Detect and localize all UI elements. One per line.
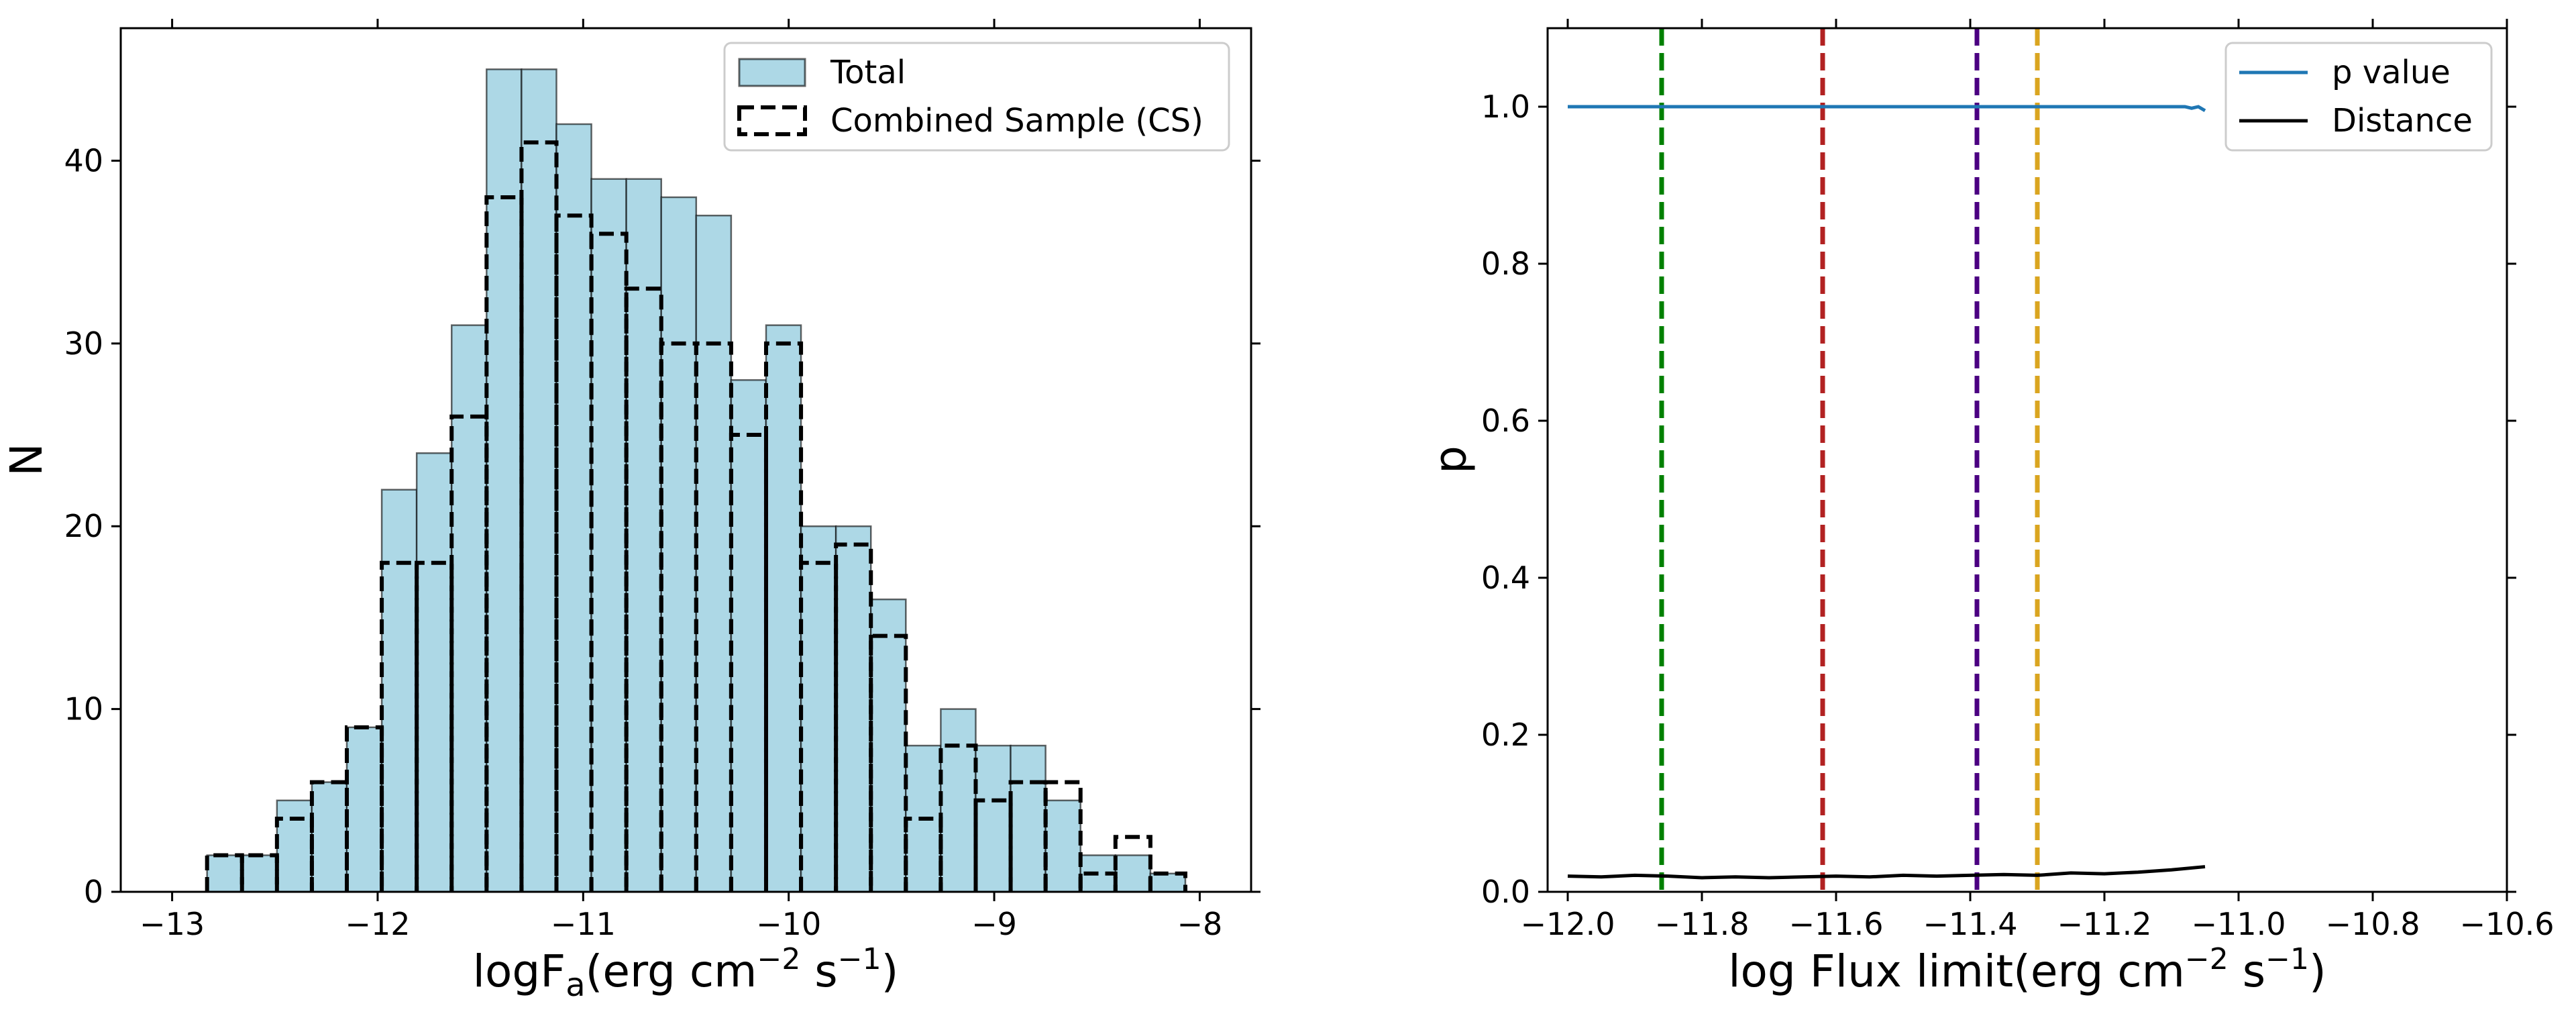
total-bar [695, 214, 733, 893]
total-bar [206, 854, 244, 893]
combined-sample-bar [1078, 871, 1118, 892]
combined-sample-bar [659, 341, 698, 892]
histogram-y-axis-label: N [1, 443, 52, 476]
pvalue-panel: −12.0 −11.8 −11.6 −11.4 −11.2 −11.0 −10.8 −10.6… [1425, 19, 2554, 997]
x-tick-label: −10 [756, 906, 821, 942]
total-bar [345, 726, 383, 893]
total-bar [975, 744, 1012, 893]
legend-patch-combined-sample [737, 105, 807, 136]
y-tick-label: 20 [64, 508, 103, 544]
histogram-legend-box [723, 42, 1230, 152]
x-tick-label: −9 [971, 906, 1017, 942]
histogram-x-ticks: −13 −12 −11 −10 −9 −8 [140, 19, 1222, 942]
combined-sample-bar [274, 817, 314, 892]
x-tick-label: −10.8 [2326, 906, 2420, 942]
pvalue-axes-frame [1546, 27, 2508, 893]
total-bar [660, 196, 698, 893]
total-bar [555, 123, 592, 893]
x-tick-label: −11.0 [2192, 906, 2286, 942]
combined-sample-bar [1113, 835, 1152, 892]
p-value-line [1568, 105, 2206, 113]
x-tick-label: −11.8 [1655, 906, 1750, 942]
histogram-y-ticks: 0 10 20 30 40 [64, 142, 1260, 910]
total-bar [590, 178, 627, 893]
combined-sample-bar [1043, 780, 1083, 892]
combined-sample-step-lines [205, 140, 1187, 892]
y-tick-label: 40 [64, 142, 103, 178]
combined-sample-bar [519, 140, 559, 892]
combined-sample-bar [834, 542, 873, 892]
x-tick-label: −13 [140, 906, 205, 942]
total-bar [835, 525, 872, 893]
total-bar [625, 178, 662, 893]
total-bar [730, 379, 767, 893]
combined-sample-bar [449, 414, 489, 892]
total-bar [1114, 854, 1152, 893]
combined-sample-bar [694, 341, 733, 892]
combined-sample-bar [205, 853, 244, 892]
total-bar [415, 452, 453, 893]
x-tick-label: −10.6 [2460, 906, 2555, 942]
y-tick-label: 1.0 [1481, 89, 1530, 125]
total-bar [486, 68, 523, 893]
histogram-x-axis-label: logFa(erg cm−2 s−1) [473, 942, 899, 1004]
pvalue-legend-box [2224, 42, 2493, 152]
combined-sample-bar [345, 725, 384, 892]
total-bar [1149, 872, 1187, 893]
pvalue-y-axis-label: p [1425, 446, 1477, 474]
legend-patch-total [738, 58, 806, 87]
y-tick-label: 0.2 [1481, 717, 1530, 753]
histogram-legend: Total Combined Sample (CS) [723, 42, 1230, 152]
total-bars [206, 68, 1187, 893]
histogram-panel: −13 −12 −11 −10 −9 −8 0 10 20 30 40 logFa(erg cm−… [1, 19, 1260, 1004]
x-tick-label: −11.6 [1789, 906, 1884, 942]
total-bar [311, 781, 348, 893]
total-bar [241, 854, 278, 893]
pvalue-x-ticks: −12.0 −11.8 −11.6 −11.4 −11.2 −11.0 −10.8 −10.6 [1521, 19, 2555, 942]
x-tick-label: −8 [1177, 906, 1223, 942]
legend-label-p-value: p value [2332, 54, 2451, 91]
pvalue-legend: p value Distance [2224, 42, 2493, 152]
y-tick-label: 0.6 [1481, 403, 1530, 439]
combined-sample-bar [904, 817, 943, 892]
combined-sample-bar [763, 341, 804, 892]
total-bar [521, 68, 557, 893]
total-bar [1010, 744, 1046, 893]
total-bar [765, 324, 802, 893]
y-tick-label: 30 [64, 325, 103, 362]
y-tick-label: 0 [84, 874, 103, 910]
total-bar [940, 708, 977, 893]
histogram-axes-frame [119, 27, 1252, 893]
x-tick-label: −11.2 [2057, 906, 2152, 942]
legend-label-combined-sample: Combined Sample (CS) [830, 102, 1203, 140]
total-bar [450, 324, 488, 893]
y-tick-label: 0.0 [1481, 874, 1530, 910]
distance-line [1567, 865, 2206, 880]
x-tick-label: −12.0 [1521, 906, 1615, 942]
total-bar [869, 598, 907, 893]
x-tick-label: −11.4 [1923, 906, 2018, 942]
legend-label-total: Total [830, 54, 906, 91]
combined-sample-bar [938, 744, 978, 892]
combined-sample-bar [1148, 871, 1187, 892]
total-bar [380, 489, 418, 893]
combined-sample-bar [624, 287, 663, 892]
flux-limit-vertical-lines [1659, 28, 2040, 892]
pvalue-x-axis-label: log Flux limit(erg cm−2 s−1) [1728, 942, 2326, 997]
combined-sample-bar [239, 853, 279, 892]
x-tick-label: −11 [551, 906, 616, 942]
y-tick-label: 0.4 [1481, 560, 1530, 596]
pvalue-series-lines [1567, 105, 2206, 880]
total-bar [1044, 799, 1081, 893]
y-tick-label: 0.8 [1481, 246, 1530, 282]
x-tick-label: −12 [345, 906, 410, 942]
total-bar [800, 525, 837, 893]
pvalue-y-ticks: 0.0 0.2 0.4 0.6 0.8 1.0 [1481, 89, 2516, 910]
legend-label-distance: Distance [2332, 102, 2473, 140]
combined-sample-bar [869, 633, 908, 892]
total-bar [276, 799, 313, 893]
combined-sample-bar [554, 213, 594, 892]
y-tick-label: 10 [64, 691, 103, 727]
